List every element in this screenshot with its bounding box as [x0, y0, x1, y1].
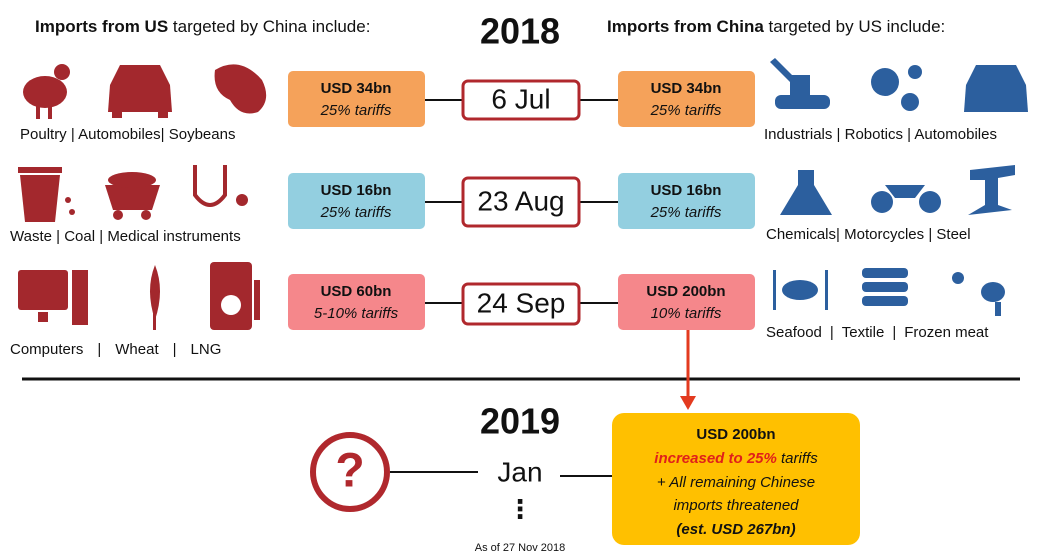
separator: | [173, 341, 177, 358]
box-line: + All remaining Chinese [657, 474, 815, 491]
box-rate: 25% tariffs [650, 102, 722, 119]
item: Steel [936, 226, 970, 243]
separator: | [830, 324, 834, 341]
date: Jan [497, 456, 542, 487]
item: Seafood [766, 324, 822, 341]
item: Robotics [845, 126, 903, 143]
separator: | [71, 126, 75, 143]
increase-rest: tariffs [781, 450, 818, 467]
date-box [461, 176, 581, 228]
left-icons-2 [18, 165, 248, 222]
box-line: (est. USD 267bn) [676, 521, 795, 538]
item: Motorcycles [844, 226, 924, 243]
date-box [461, 282, 581, 326]
box-amount: USD 16bn [321, 182, 392, 199]
increase: increased to 25% [654, 450, 777, 467]
separator: | [97, 341, 101, 358]
date: 24 Sep [477, 287, 566, 318]
box-rate: 5-10% tariffs [314, 305, 399, 322]
year-2018: 2018 [480, 11, 560, 52]
box-rate: 25% tariffs [320, 204, 392, 221]
box-rate: 10% tariffs [651, 305, 722, 322]
item: Automobiles [78, 126, 161, 143]
header-left-rest: targeted by China include: [173, 17, 371, 36]
header-right: Imports from China targeted by US includ… [607, 17, 945, 36]
item: Frozen meat [904, 324, 989, 341]
box-amount: USD 16bn [651, 182, 722, 199]
item: Industrials [764, 126, 832, 143]
us-box [618, 71, 755, 127]
ellipsis: ⋮ [507, 494, 533, 524]
china-box [288, 274, 425, 330]
right-icons-3 [773, 268, 1005, 316]
right-icons-1 [770, 58, 1028, 112]
separator: | [892, 324, 896, 341]
item: Computers [10, 341, 83, 358]
item: Soybeans [169, 126, 236, 143]
right-items-3: Seafood | Textile | Frozen meat [766, 324, 989, 341]
item: Waste [10, 228, 52, 245]
box-amount: USD 34bn [321, 80, 392, 97]
header-left-bold: Imports from US [35, 17, 168, 36]
left-items-1: Poultry | Automobiles| Soybeans [20, 126, 235, 143]
left-icons-3 [18, 262, 260, 330]
left-icons-1 [23, 64, 267, 119]
right-items-2: Chemicals| Motorcycles | Steel [766, 226, 971, 243]
china-box [288, 71, 425, 127]
item: Chemicals [766, 226, 836, 243]
question-mark: ? [335, 445, 364, 498]
footnote: As of 27 Nov 2018 [475, 542, 566, 554]
item: LNG [191, 341, 222, 358]
date-box [461, 79, 581, 121]
future-box [612, 413, 860, 545]
arrow-head [680, 396, 696, 410]
china-box [288, 173, 425, 229]
separator: | [907, 126, 911, 143]
item: Poultry [20, 126, 67, 143]
left-items-3: Computers | Wheat | LNG [10, 341, 221, 358]
us-box [618, 173, 755, 229]
header-right-bold: Imports from China [607, 17, 764, 36]
separator: | [837, 126, 841, 143]
header-right-rest: targeted by US include: [769, 17, 946, 36]
year-2019: 2019 [480, 401, 560, 442]
us-box [618, 274, 755, 330]
item: Wheat [115, 341, 159, 358]
header-left: Imports from US targeted by China includ… [35, 17, 370, 36]
box-amount: USD 200bn [646, 283, 725, 300]
box-line: imports threatened [673, 497, 799, 514]
date: 6 Jul [491, 83, 550, 114]
box-amount: USD 34bn [651, 80, 722, 97]
left-items-2: Waste | Coal | Medical instruments [10, 228, 241, 245]
separator: | [928, 226, 932, 243]
box-amount: USD 60bn [321, 283, 392, 300]
separator: | [161, 126, 165, 143]
right-items-1: Industrials | Robotics | Automobiles [764, 126, 997, 143]
question-circle [310, 432, 390, 512]
right-icons-2 [780, 165, 1015, 215]
item: Coal [64, 228, 95, 245]
separator: | [99, 228, 103, 245]
box-increase: increased to 25% tariffs [654, 450, 818, 467]
item: Medical instruments [107, 228, 240, 245]
separator: | [56, 228, 60, 245]
date: 23 Aug [477, 185, 564, 216]
box-amount: USD 200bn [696, 426, 775, 443]
item: Textile [842, 324, 885, 341]
box-rate: 25% tariffs [320, 102, 392, 119]
item: Automobiles [914, 126, 997, 143]
separator: | [836, 226, 840, 243]
box-rate: 25% tariffs [650, 204, 722, 221]
